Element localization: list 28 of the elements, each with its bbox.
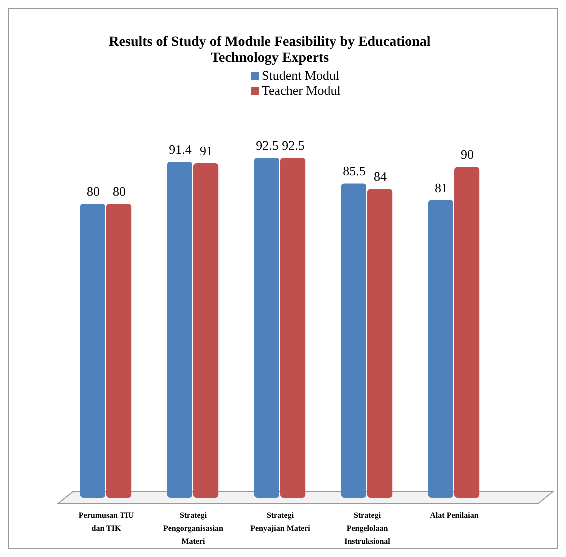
chart-title: Results of Study of Module Feasibility by Educational Technology Experts xyxy=(109,35,431,66)
data-label: 91.4 xyxy=(169,142,192,158)
legend-label: Teacher Modul xyxy=(262,83,342,98)
data-label: 92.5 xyxy=(256,138,279,153)
bar xyxy=(106,204,132,498)
bar xyxy=(428,200,454,498)
x-tick-label: Strategi Penyajian Materi xyxy=(250,511,312,533)
bar xyxy=(167,162,192,498)
data-label: 92.5 xyxy=(282,138,305,153)
bar xyxy=(80,204,106,498)
data-label: 81 xyxy=(434,180,448,196)
bar xyxy=(341,184,366,498)
data-label: 90 xyxy=(461,147,474,162)
data-label: 84 xyxy=(374,169,388,184)
data-label: 91 xyxy=(200,144,214,159)
data-label: 85.5 xyxy=(343,164,366,179)
x-tick-label: Perumusan TIU dan TIK xyxy=(78,511,134,533)
data-label: 80 xyxy=(113,184,126,199)
x-tick-label: Strategi Pengorganisasian Materi xyxy=(163,511,224,546)
x-tick-label: Alat Penilaian xyxy=(430,511,480,520)
data-label: 80 xyxy=(86,184,100,199)
bar xyxy=(368,189,393,498)
bar xyxy=(194,164,219,498)
bar xyxy=(454,167,480,498)
bar xyxy=(254,158,280,498)
legend-label: Student Modul xyxy=(262,68,340,83)
x-tick-label: Strategi Pengelolaan Instruksional xyxy=(344,511,392,546)
bar xyxy=(280,158,306,498)
